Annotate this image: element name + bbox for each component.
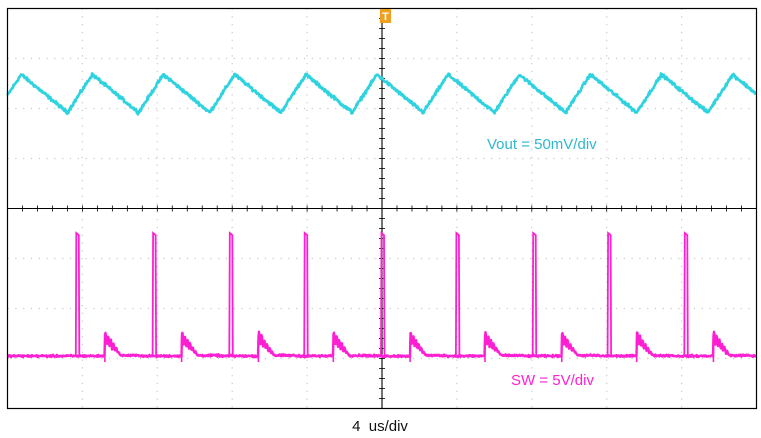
- sw-spike: [455, 231, 461, 357]
- sw-spike: [380, 231, 386, 357]
- sw-spike: [228, 231, 234, 357]
- sw-spike: [151, 231, 157, 357]
- plot-frame: [6, 7, 758, 410]
- vout-trace: [6, 72, 758, 116]
- sw-spike: [683, 231, 689, 357]
- sw-spike: [606, 231, 612, 357]
- sw-trace: [6, 330, 758, 359]
- traces: [6, 72, 758, 362]
- x-axis-label: 4 us/div: [352, 418, 408, 435]
- sw-spike: [531, 231, 538, 357]
- trigger-label: T: [382, 11, 389, 23]
- sw-spike: [303, 231, 309, 357]
- legend-vout: Vout = 50mV/div: [487, 136, 597, 153]
- sw-spike: [74, 231, 81, 357]
- legend-sw: SW = 5V/div: [511, 372, 594, 389]
- trigger-marker-icon: T: [380, 9, 391, 23]
